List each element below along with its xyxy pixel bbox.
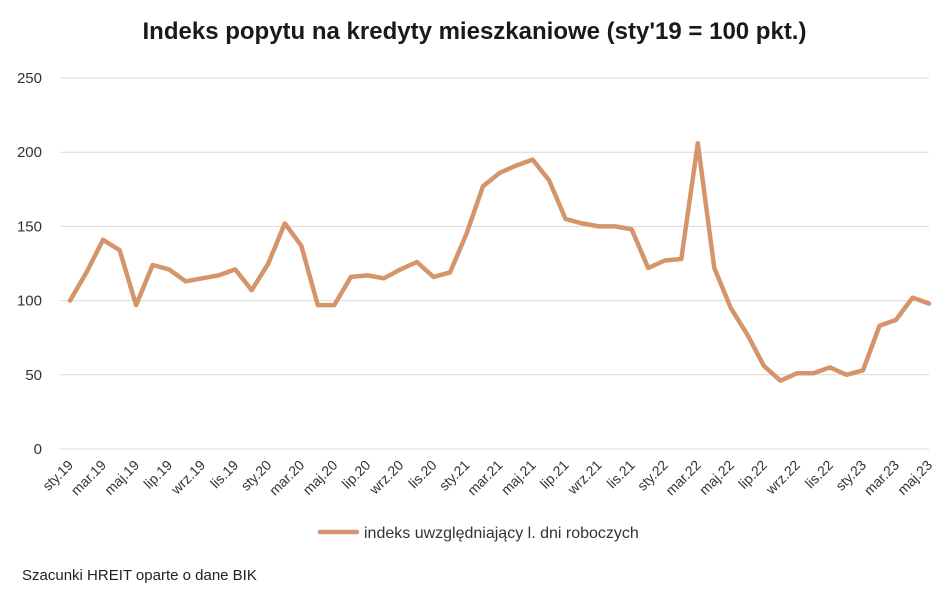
- source-note: Szacunki HREIT oparte o dane BIK: [22, 567, 257, 584]
- x-axis-ticks: sty.19mar.19maj.19lip.19wrz.19lis.19sty.…: [39, 457, 935, 499]
- x-tick-label: lis.20: [405, 457, 440, 492]
- x-tick-label: wrz.20: [365, 457, 406, 498]
- x-tick-label: mar.20: [266, 457, 308, 499]
- x-tick-label: lis.19: [207, 457, 242, 492]
- y-tick-label: 200: [17, 144, 42, 161]
- x-tick-label: lis.22: [802, 457, 837, 492]
- x-tick-label: mar.23: [861, 457, 903, 499]
- x-tick-label: mar.22: [662, 457, 704, 499]
- x-tick-label: maj.20: [299, 457, 340, 498]
- legend: indeks uwzględniający l. dni roboczych: [317, 525, 639, 542]
- x-tick-label: maj.21: [498, 457, 539, 498]
- series-line: [67, 141, 932, 383]
- x-tick-label: mar.21: [464, 457, 506, 499]
- y-tick-label: 100: [17, 293, 42, 310]
- gridlines: [60, 77, 929, 450]
- y-tick-label: 150: [17, 218, 42, 235]
- x-tick-label: wrz.19: [167, 457, 208, 498]
- y-tick-label: 0: [34, 441, 42, 458]
- legend-label: indeks uwzględniający l. dni roboczych: [364, 525, 639, 542]
- x-tick-label: wrz.21: [564, 457, 605, 498]
- series-lines: [67, 141, 932, 383]
- x-tick-label: lis.21: [603, 457, 638, 492]
- x-tick-label: mar.19: [68, 457, 110, 499]
- x-tick-label: wrz.22: [762, 457, 803, 498]
- x-tick-label: maj.19: [101, 457, 142, 498]
- x-tick-label: maj.23: [894, 457, 935, 498]
- y-axis-ticks: 0 50 100 150 200 250: [17, 70, 42, 458]
- y-tick-label: 250: [17, 70, 42, 87]
- y-tick-label: 50: [25, 367, 42, 384]
- chart-title: Indeks popytu na kredyty mieszkaniowe (s…: [142, 18, 807, 45]
- x-tick-label: maj.22: [696, 457, 737, 498]
